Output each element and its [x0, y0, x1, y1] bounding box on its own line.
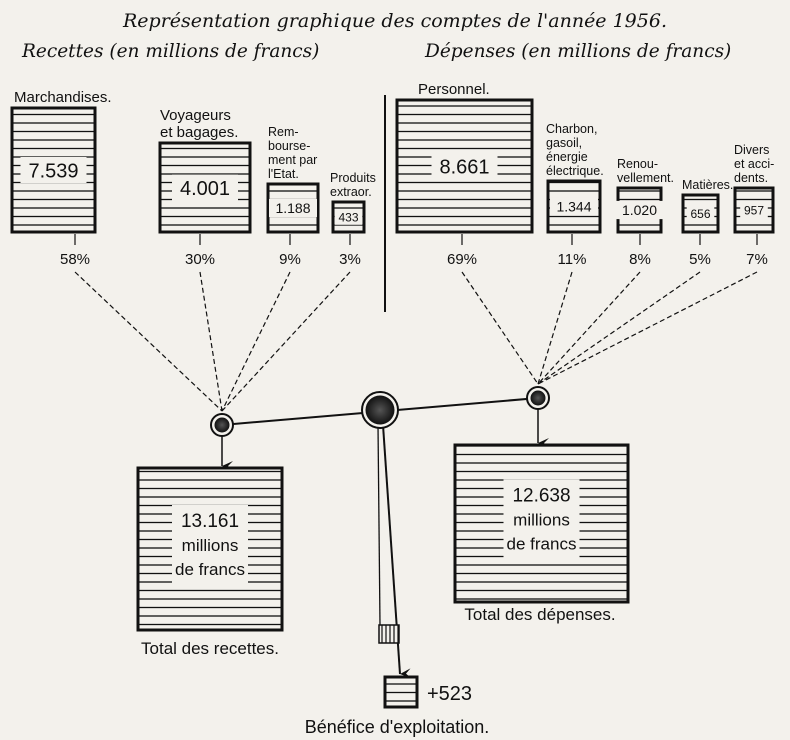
total-text: millions: [513, 511, 570, 530]
dashed-flow-line: [221, 271, 351, 412]
recettes-item: 7.539 Marchandises. 58%: [10, 89, 223, 412]
total-text: de francs: [507, 535, 577, 554]
category-label: Divers: [734, 143, 769, 157]
value-backdrop: [740, 202, 768, 218]
diagram-title: Représentation graphique des comptes de …: [122, 10, 667, 32]
percent-label: 30%: [185, 251, 215, 268]
category-label: Charbon,: [546, 122, 597, 136]
value-label: 1.020: [622, 202, 657, 218]
percent-label: 5%: [689, 251, 711, 268]
category-label: ment par: [268, 153, 317, 167]
value-backdrop: [431, 153, 498, 179]
category-label: Marchandises.: [14, 89, 112, 106]
value-label: 1.344: [556, 199, 591, 215]
percent-label: 8%: [629, 251, 651, 268]
value-label: 7.539: [28, 160, 78, 182]
category-label: énergie: [546, 150, 588, 164]
percent-label: 3%: [339, 251, 361, 268]
value-backdrop: [334, 209, 363, 225]
dashed-flow-line: [221, 271, 291, 412]
total-text: 12.638: [512, 486, 570, 507]
dashed-flow-line: [199, 271, 223, 412]
total-backdrop: [172, 505, 248, 587]
category-label: gasoil,: [546, 136, 582, 150]
value-backdrop: [615, 200, 664, 220]
value-label: 4.001: [180, 178, 230, 200]
total-text: millions: [182, 536, 239, 555]
value-label: 957: [744, 203, 764, 217]
benefice-value: +523: [427, 683, 472, 705]
category-label: Produits: [330, 171, 376, 185]
value-label: 433: [338, 210, 358, 224]
value-backdrop: [20, 157, 87, 183]
benefice-caption: Bénéfice d'exploitation.: [305, 717, 490, 737]
category-label: Personnel.: [418, 81, 490, 98]
category-label: Voyageurs: [160, 107, 231, 124]
category-label: extraor.: [330, 185, 372, 199]
value-backdrop: [269, 198, 317, 218]
pivot-node-fill: [365, 395, 395, 425]
dashed-flow-line: [74, 271, 223, 412]
category-label: Renou-: [617, 157, 658, 171]
total-text: 13.161: [181, 511, 239, 532]
depenses-header: Dépenses (en millions de francs): [424, 41, 731, 62]
dashed-flow-line: [537, 271, 573, 385]
category-label: bourse-: [268, 139, 310, 153]
dashed-flow-line: [537, 271, 641, 385]
total-text: de francs: [175, 560, 245, 579]
value-backdrop: [686, 205, 715, 222]
recettes-header: Recettes (en millions de francs): [21, 41, 319, 62]
category-label: vellement.: [617, 171, 674, 185]
depenses-item: 656 Matières. 5%: [537, 178, 733, 385]
category-label: et bagages.: [160, 124, 238, 141]
small-hatched-box: [378, 624, 400, 644]
category-label: dents.: [734, 171, 768, 185]
value-backdrop: [550, 197, 598, 216]
percent-label: 11%: [558, 251, 587, 268]
depenses-item: 8.661 Personnel. 69%: [395, 81, 539, 385]
category-label: Matières.: [682, 178, 733, 192]
dashed-flow-line: [461, 271, 539, 385]
percent-label: 7%: [746, 251, 768, 268]
total_depenses-caption: Total des dépenses.: [464, 605, 615, 624]
percent-label: 69%: [447, 251, 477, 268]
dashed-flow-line: [537, 271, 758, 385]
flow-line: [377, 424, 381, 626]
value-label: 1.188: [275, 200, 310, 216]
benefice-box: [383, 675, 419, 709]
percent-label: 58%: [60, 251, 90, 268]
depenses-node-fill: [530, 390, 546, 406]
value-backdrop: [172, 174, 238, 201]
value-label: 656: [690, 207, 710, 221]
value-label: 8.661: [439, 156, 489, 178]
category-label: et acci-: [734, 157, 774, 171]
dashed-flow-line: [537, 271, 701, 385]
total-backdrop: [503, 479, 580, 562]
recettes-node-fill: [214, 417, 230, 433]
percent-label: 9%: [279, 251, 301, 268]
category-label: électrique.: [546, 164, 604, 178]
total_recettes-caption: Total des recettes.: [141, 639, 279, 658]
depenses-item: 1.020 Renou-vellement. 8%: [537, 157, 674, 385]
category-label: Rem-: [268, 125, 299, 139]
category-label: l'Etat.: [268, 167, 299, 181]
